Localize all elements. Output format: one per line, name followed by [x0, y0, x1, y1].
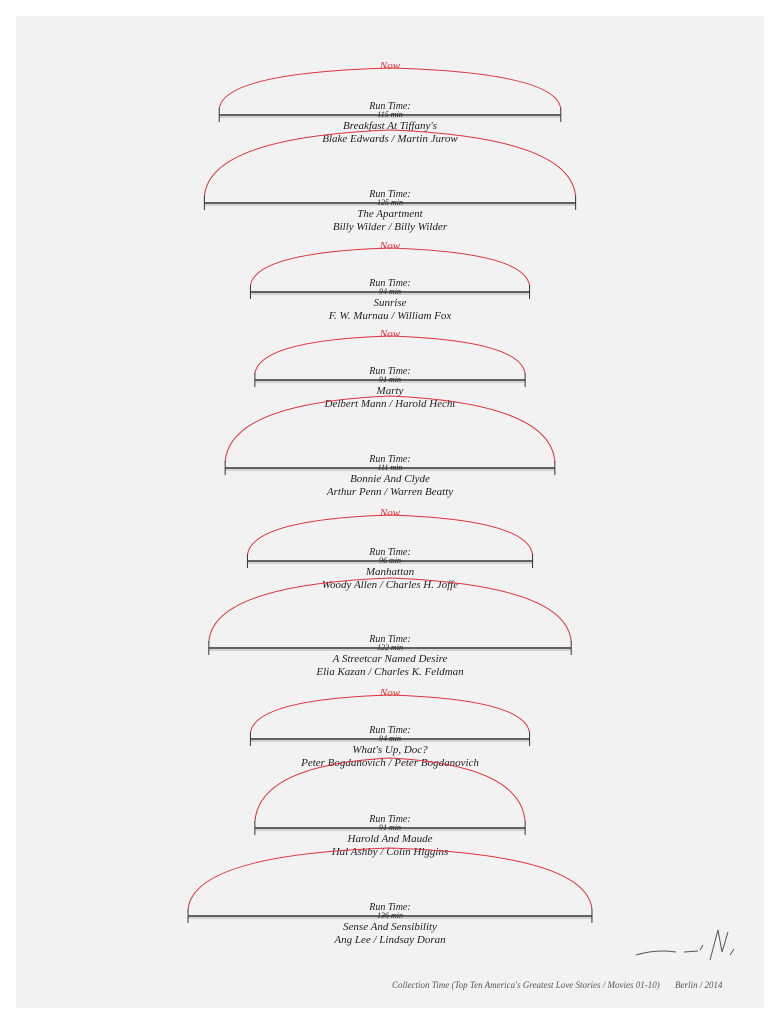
- run-label: Run Time:: [368, 454, 410, 465]
- credits: Elia Kazan / Charles K. Feldman: [315, 666, 464, 678]
- run-time: 91 min: [379, 375, 401, 384]
- film-title: Breakfast At Tiffany's: [343, 120, 437, 132]
- caption: Collection Time (Top Ten America's Great…: [392, 980, 660, 990]
- film-title: Bonnie And Clyde: [350, 473, 430, 485]
- run-time: 96 min: [379, 556, 401, 565]
- red-arc: [254, 757, 526, 823]
- run-label: Run Time:: [368, 547, 410, 558]
- run-time: 91 min: [379, 823, 401, 832]
- film-title: Harold And Maude: [347, 833, 433, 845]
- film-title: Sense And Sensibility: [343, 921, 437, 933]
- now-label: Now: [379, 240, 401, 252]
- red-arc: [249, 694, 531, 734]
- credits: Peter Bogdanovich / Peter Bogdanovich: [300, 757, 479, 769]
- paper: [16, 16, 764, 1008]
- red-arc: [203, 129, 577, 198]
- credits: Delbert Mann / Harold Hecht: [324, 398, 457, 410]
- place-date: Berlin / 2014: [675, 980, 723, 990]
- run-label: Run Time:: [368, 634, 410, 645]
- credits: Ang Lee / Lindsay Doran: [333, 934, 446, 946]
- run-label: Run Time:: [368, 366, 410, 377]
- run-label: Run Time:: [368, 814, 410, 825]
- red-arc: [218, 67, 562, 110]
- film-title: Marty: [376, 385, 404, 397]
- now-label: Now: [379, 687, 401, 699]
- film-title: Sunrise: [374, 297, 407, 309]
- credits: Billy Wilder / Billy Wilder: [333, 221, 448, 233]
- red-arc: [208, 577, 572, 643]
- run-time: 111 min: [378, 463, 403, 472]
- now-label: Now: [379, 328, 401, 340]
- film-title: Manhattan: [365, 566, 415, 578]
- credits: Blake Edwards / Martin Jurow: [322, 133, 458, 145]
- red-arc: [187, 847, 593, 911]
- run-label: Run Time:: [368, 278, 410, 289]
- credits: F. W. Murnau / William Fox: [328, 310, 452, 322]
- run-label: Run Time:: [368, 101, 410, 112]
- film-title: A Streetcar Named Desire: [332, 653, 448, 665]
- run-time: 136 min: [377, 911, 403, 920]
- signature: [635, 929, 735, 961]
- run-time: 115 min: [377, 110, 402, 119]
- red-arc: [224, 395, 556, 463]
- run-label: Run Time:: [368, 189, 410, 200]
- run-time: 125 min: [377, 198, 403, 207]
- run-time: 122 min: [377, 643, 403, 652]
- credits: Woody Allen / Charles H. Joffe: [322, 579, 458, 591]
- red-arc: [246, 514, 534, 556]
- run-time: 94 min: [379, 287, 401, 296]
- film-title: What's Up, Doc?: [352, 744, 428, 756]
- red-arc: [249, 247, 531, 287]
- red-arc: [254, 335, 526, 375]
- run-time: 94 min: [379, 734, 401, 743]
- credits: Arthur Penn / Warren Beatty: [326, 486, 453, 498]
- run-label: Run Time:: [368, 725, 410, 736]
- now-label: Now: [379, 60, 401, 72]
- run-label: Run Time:: [368, 902, 410, 913]
- now-label: Now: [379, 507, 401, 519]
- film-title: The Apartment: [357, 208, 423, 220]
